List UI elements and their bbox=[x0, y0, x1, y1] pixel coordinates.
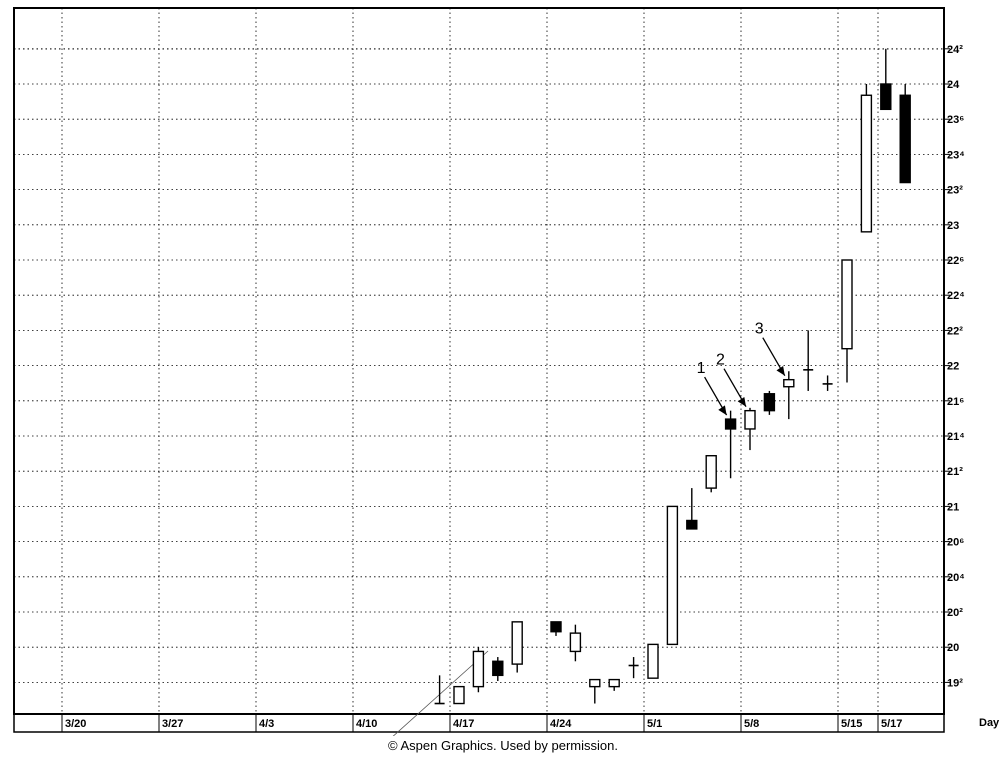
candle bbox=[492, 657, 504, 681]
candle bbox=[550, 621, 562, 636]
x-tick-label: 3/27 bbox=[162, 718, 183, 730]
y-tick-label: 23 bbox=[947, 220, 959, 232]
candle-body bbox=[608, 678, 620, 688]
x-tick-label: 3/20 bbox=[65, 718, 86, 730]
candle-body bbox=[472, 650, 485, 688]
candle bbox=[608, 678, 620, 691]
y-tick-label: 20⁶ bbox=[947, 537, 964, 549]
grid bbox=[14, 8, 944, 714]
y-tick-label: 23⁴ bbox=[947, 149, 965, 161]
y-tick-label: 21 bbox=[947, 501, 959, 513]
y-tick-label: 21² bbox=[947, 466, 963, 478]
x-tick-label: 4/3 bbox=[259, 718, 274, 730]
arrow-head bbox=[737, 396, 746, 407]
candle bbox=[744, 407, 756, 451]
annotation-arrow: 3 bbox=[755, 321, 786, 377]
x-tick-label: 5/8 bbox=[744, 718, 759, 730]
candle bbox=[803, 330, 814, 391]
y-axis: 19² 20 20² 20⁴ 20⁶ 21 21² 21⁴ 21⁶ 22 22² 22⁴ 22⁶ 23 23… bbox=[944, 44, 965, 689]
x-tick-label: 5/1 bbox=[647, 718, 662, 730]
candle bbox=[724, 410, 737, 479]
annotations: 1 2 3 bbox=[697, 321, 786, 416]
candle-body bbox=[783, 378, 795, 388]
candle-body bbox=[589, 678, 601, 688]
x-tick-label: 4/24 bbox=[550, 718, 572, 730]
y-tick-label: 24² bbox=[947, 44, 963, 56]
y-tick-label: 22⁶ bbox=[947, 255, 964, 267]
candle bbox=[434, 675, 445, 705]
pointer-line bbox=[392, 650, 489, 736]
copyright-credit: © Aspen Graphics. Used by permission. bbox=[388, 738, 618, 753]
x-axis-strip bbox=[13, 713, 945, 733]
candle-body bbox=[511, 621, 523, 665]
y-tick-label: 23² bbox=[947, 185, 963, 197]
candle-body bbox=[744, 409, 756, 430]
candle bbox=[472, 647, 485, 693]
y-tick-label: 19² bbox=[947, 677, 963, 689]
y-tick-label: 21⁶ bbox=[947, 396, 964, 408]
candle-body bbox=[763, 393, 776, 412]
annotation-label: 3 bbox=[755, 321, 764, 338]
candle bbox=[822, 375, 833, 391]
candle bbox=[453, 685, 465, 705]
annotation-label: 1 bbox=[697, 360, 706, 377]
candle-body bbox=[647, 643, 659, 679]
candle-body bbox=[569, 632, 582, 653]
candle-body bbox=[550, 621, 562, 633]
arrow-head bbox=[718, 405, 727, 416]
candle bbox=[783, 371, 795, 420]
x-tick-label: 4/10 bbox=[356, 718, 377, 730]
candle bbox=[880, 48, 892, 111]
annotation-arrow: 2 bbox=[716, 352, 747, 407]
y-tick-label: 24 bbox=[947, 79, 960, 91]
candle-body bbox=[880, 83, 892, 111]
x-axis-label: Day bbox=[979, 717, 1000, 729]
y-tick-label: 20⁴ bbox=[947, 572, 965, 584]
candle bbox=[705, 455, 717, 493]
candle-body bbox=[453, 685, 465, 705]
candle bbox=[628, 657, 639, 679]
candle-body bbox=[666, 505, 679, 646]
annotation-arrow: 1 bbox=[697, 360, 728, 416]
candle bbox=[763, 390, 776, 415]
x-tick-label: 4/17 bbox=[453, 718, 474, 730]
candle-body bbox=[705, 455, 717, 489]
y-tick-label: 22⁴ bbox=[947, 290, 965, 302]
y-tick-label: 20 bbox=[947, 642, 959, 654]
arrow-head bbox=[776, 365, 785, 376]
candle bbox=[569, 624, 582, 662]
y-tick-label: 21⁴ bbox=[947, 431, 965, 443]
candle bbox=[647, 643, 659, 679]
y-tick-label: 23⁶ bbox=[947, 114, 964, 126]
candle-body bbox=[899, 94, 911, 184]
x-axis: 3/20 3/27 4/3 4/10 4/17 4/24 5/1 5/8 5/15 5/17 bbox=[61, 714, 902, 732]
candle-body bbox=[686, 519, 698, 530]
candle bbox=[666, 505, 679, 646]
candle-body bbox=[841, 259, 853, 350]
candlestick-chart: 19²2020²20⁴20⁶2121²21⁴21⁶2222²22⁴22⁶2323… bbox=[13, 7, 1000, 736]
candle bbox=[589, 678, 601, 704]
y-tick-label: 22² bbox=[947, 325, 963, 337]
candles bbox=[434, 48, 911, 705]
candle-body bbox=[492, 660, 504, 677]
x-tick-label: 5/15 bbox=[841, 718, 862, 730]
candle bbox=[686, 488, 698, 530]
candle bbox=[899, 84, 911, 184]
plot-frame bbox=[13, 7, 945, 715]
x-tick-label: 5/17 bbox=[881, 718, 902, 730]
candle-body bbox=[860, 94, 873, 233]
annotation-label: 2 bbox=[716, 352, 725, 369]
candle bbox=[841, 259, 853, 383]
candle bbox=[511, 621, 523, 673]
y-tick-label: 22 bbox=[947, 361, 959, 373]
y-tick-label: 20² bbox=[947, 607, 963, 619]
candle bbox=[860, 84, 873, 233]
candle-body bbox=[724, 418, 737, 430]
